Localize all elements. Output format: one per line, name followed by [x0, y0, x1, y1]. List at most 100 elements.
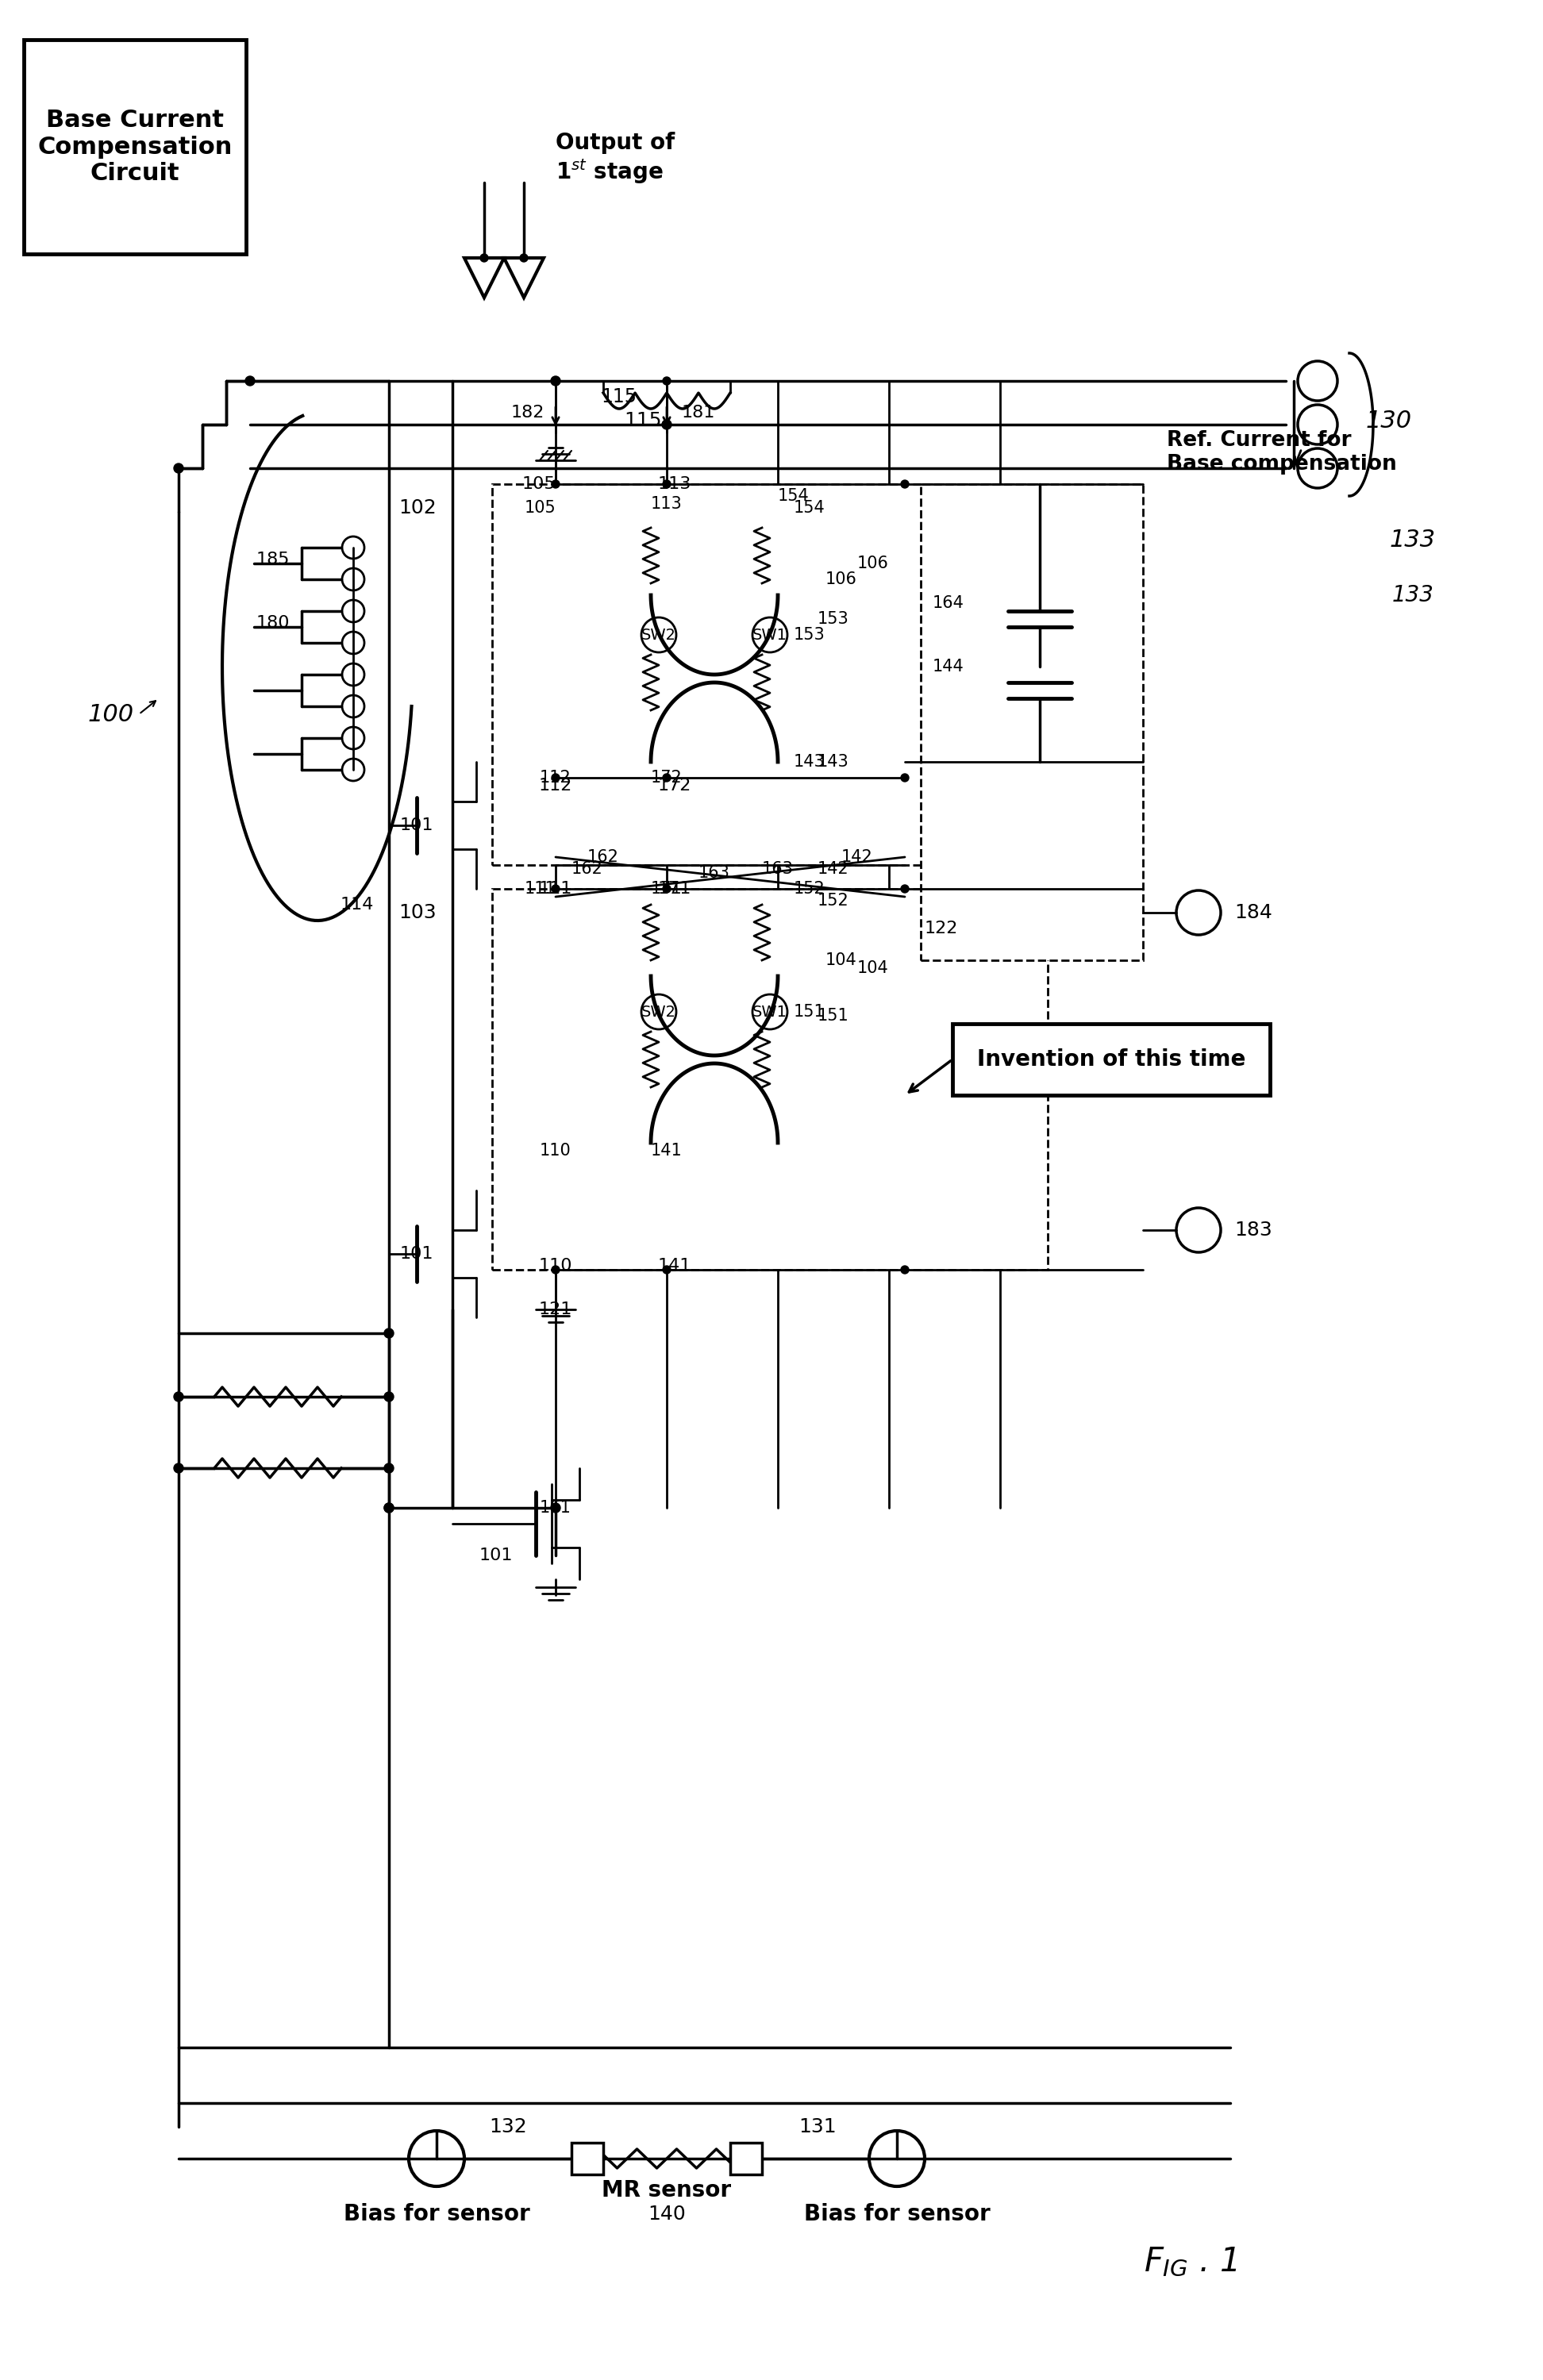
Circle shape [662, 419, 671, 428]
Text: 133: 133 [1392, 583, 1433, 607]
Text: 131: 131 [799, 2118, 836, 2137]
Text: 101: 101 [400, 1247, 434, 1261]
Text: 113: 113 [657, 476, 691, 493]
Bar [23, 40, 245, 255]
Circle shape [663, 774, 671, 781]
Text: 143: 143 [818, 754, 849, 769]
Bar [730, 2142, 762, 2175]
Text: 103: 103 [398, 902, 437, 921]
Text: 122: 122 [924, 921, 958, 935]
Bar [571, 2142, 603, 2175]
Text: 164: 164 [932, 595, 964, 612]
Text: 163: 163 [699, 864, 730, 881]
Text: 104: 104 [826, 952, 856, 969]
Text: 161: 161 [540, 1499, 571, 1516]
Text: 183: 183 [1234, 1221, 1271, 1240]
Text: 132: 132 [489, 2118, 526, 2137]
Bar [492, 483, 1048, 864]
Text: 100: 100 [88, 702, 134, 726]
Text: SW1: SW1 [753, 628, 787, 643]
Text: 162: 162 [571, 862, 603, 876]
Circle shape [663, 885, 671, 892]
Text: 106: 106 [826, 571, 858, 588]
Circle shape [552, 774, 560, 781]
Circle shape [174, 1392, 184, 1402]
Text: 102: 102 [398, 497, 437, 516]
Text: Output of
1$^{st}$ stage: Output of 1$^{st}$ stage [555, 131, 674, 186]
Text: 171: 171 [651, 881, 682, 897]
Text: Base Current
Compensation
Circuit: Base Current Compensation Circuit [37, 109, 233, 186]
Text: 154: 154 [793, 500, 826, 516]
Circle shape [901, 774, 909, 781]
Circle shape [551, 376, 560, 386]
Circle shape [663, 1266, 671, 1273]
Text: 172: 172 [657, 778, 691, 793]
Text: 115: 115 [602, 388, 637, 407]
Text: 163: 163 [762, 862, 793, 876]
Text: 101: 101 [480, 1547, 512, 1564]
Text: 162: 162 [588, 850, 619, 864]
Circle shape [901, 885, 909, 892]
Text: 140: 140 [648, 2204, 685, 2223]
Text: 115: 115 [623, 412, 662, 431]
Text: 152: 152 [818, 892, 849, 909]
Circle shape [384, 1464, 393, 1473]
Text: 133: 133 [1390, 528, 1437, 552]
Circle shape [552, 376, 560, 386]
Text: SW2: SW2 [642, 1004, 676, 1019]
Text: 110: 110 [539, 1259, 572, 1273]
Circle shape [520, 255, 528, 262]
Text: 143: 143 [793, 754, 826, 769]
Text: 154: 154 [778, 488, 810, 505]
Text: 141: 141 [651, 1142, 682, 1159]
Text: 111: 111 [525, 881, 555, 897]
Circle shape [384, 1504, 393, 1514]
Circle shape [384, 1504, 393, 1514]
Text: SW2: SW2 [642, 628, 676, 643]
Text: 105: 105 [525, 500, 555, 516]
Text: 144: 144 [932, 659, 964, 674]
Text: 142: 142 [841, 850, 873, 864]
Text: 110: 110 [540, 1142, 571, 1159]
Text: 151: 151 [793, 1004, 826, 1019]
Bar [492, 888, 1048, 1271]
Bar [952, 1023, 1270, 1095]
Circle shape [384, 1392, 393, 1402]
Circle shape [552, 1266, 560, 1273]
Circle shape [174, 1464, 184, 1473]
Circle shape [552, 481, 560, 488]
Text: 113: 113 [651, 495, 682, 512]
Text: 141: 141 [657, 1259, 691, 1273]
Bar [921, 483, 1143, 959]
Text: 172: 172 [651, 769, 682, 785]
Text: Bias for sensor: Bias for sensor [804, 2204, 991, 2225]
Text: 121: 121 [539, 1302, 572, 1319]
Text: 152: 152 [793, 881, 826, 897]
Text: 180: 180 [256, 614, 290, 631]
Circle shape [245, 376, 255, 386]
Text: 185: 185 [256, 552, 290, 566]
Text: 153: 153 [818, 612, 849, 626]
Text: 101: 101 [400, 816, 434, 833]
Text: 151: 151 [818, 1007, 849, 1023]
Text: 104: 104 [858, 959, 889, 976]
Text: 112: 112 [539, 778, 572, 793]
Text: 114: 114 [341, 897, 373, 912]
Circle shape [663, 481, 671, 488]
Text: 112: 112 [540, 769, 571, 785]
Circle shape [384, 1328, 393, 1338]
Circle shape [901, 1266, 909, 1273]
Text: 182: 182 [511, 405, 545, 421]
Text: $F_{IG}$ . 1: $F_{IG}$ . 1 [1143, 2244, 1237, 2278]
Text: Invention of this time: Invention of this time [977, 1047, 1245, 1071]
Text: 171: 171 [657, 881, 691, 897]
Text: 142: 142 [818, 862, 849, 876]
Text: 111: 111 [539, 881, 572, 897]
Circle shape [480, 255, 488, 262]
Text: Bias for sensor: Bias for sensor [344, 2204, 529, 2225]
Text: Ref. Current for
Base compensation: Ref. Current for Base compensation [1167, 431, 1396, 474]
Text: 181: 181 [682, 405, 716, 421]
Text: 106: 106 [858, 555, 889, 571]
Circle shape [901, 481, 909, 488]
Text: 130: 130 [1366, 409, 1412, 433]
